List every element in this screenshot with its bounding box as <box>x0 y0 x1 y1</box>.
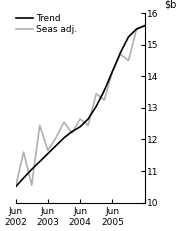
Legend: Trend, Seas adj.: Trend, Seas adj. <box>16 14 77 34</box>
Y-axis label: $b: $b <box>165 0 177 9</box>
